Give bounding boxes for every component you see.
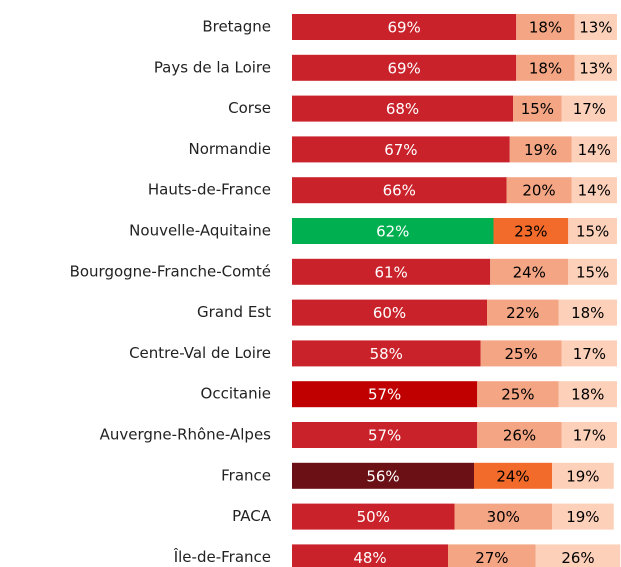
- bar-segment: [487, 299, 559, 326]
- value-label: 14%: [578, 182, 611, 200]
- bar-segment: [561, 95, 617, 122]
- bar-segment: [558, 381, 617, 408]
- category-label: Hauts-de-France: [148, 181, 271, 199]
- bar-segment: [535, 544, 621, 567]
- value-label: 15%: [576, 263, 609, 281]
- category-label: Île-de-France: [173, 547, 271, 566]
- bar-segment: [292, 503, 455, 530]
- bar-segment: [509, 136, 572, 163]
- bar-segment: [477, 381, 559, 408]
- value-label: 25%: [504, 345, 537, 363]
- value-label: 19%: [566, 467, 599, 485]
- value-label: 13%: [579, 19, 612, 37]
- value-label: 20%: [522, 182, 555, 200]
- bar-segment: [448, 544, 536, 567]
- bar-segment: [558, 299, 617, 326]
- bar-segment: [292, 95, 513, 122]
- bar-segment: [292, 258, 491, 285]
- value-label: 57%: [368, 386, 401, 404]
- value-label: 13%: [579, 59, 612, 77]
- category-label: Corse: [228, 99, 271, 117]
- bar-segment: [561, 422, 617, 448]
- bar-segment: [474, 462, 552, 489]
- value-label: 26%: [561, 549, 594, 567]
- value-label: 24%: [513, 263, 546, 281]
- value-label: 48%: [353, 549, 386, 567]
- bar-segment: [516, 54, 575, 81]
- value-label: 19%: [524, 141, 557, 159]
- category-label: Bretagne: [202, 18, 271, 36]
- bar-segment: [477, 422, 562, 448]
- bar-segment: [292, 340, 481, 367]
- bar-segment: [292, 299, 487, 326]
- value-label: 56%: [366, 467, 399, 485]
- category-label: Grand Est: [197, 303, 271, 321]
- bar-segment: [292, 218, 494, 244]
- bar-segment: [480, 340, 562, 367]
- value-label: 18%: [529, 19, 562, 37]
- value-label: 60%: [373, 304, 406, 322]
- bar-segment: [292, 422, 478, 448]
- bar-segment: [490, 258, 569, 285]
- bar-segment: [568, 218, 617, 244]
- value-label: 30%: [487, 508, 520, 526]
- value-label: 68%: [386, 100, 419, 118]
- value-label: 25%: [501, 386, 534, 404]
- category-label: Pays de la Loire: [154, 58, 271, 76]
- value-label: 61%: [374, 263, 407, 281]
- bar-segment: [561, 340, 617, 367]
- category-label: Nouvelle-Aquitaine: [129, 222, 271, 240]
- value-label: 18%: [571, 304, 604, 322]
- value-label: 17%: [573, 345, 606, 363]
- value-label: 67%: [384, 141, 417, 159]
- value-label: 17%: [573, 100, 606, 118]
- category-label: PACA: [232, 507, 272, 525]
- bar-segment: [292, 136, 510, 163]
- value-label: 23%: [514, 223, 547, 241]
- value-label: 18%: [571, 386, 604, 404]
- bar-segment: [571, 177, 617, 204]
- value-label: 62%: [376, 223, 409, 241]
- category-label: Centre-Val de Loire: [129, 344, 271, 362]
- value-label: 66%: [383, 182, 416, 200]
- bar-segment: [571, 136, 617, 163]
- category-label: Auvergne-Rhône-Alpes: [100, 426, 272, 444]
- bar-segment: [513, 95, 562, 122]
- bar-segment: [568, 258, 617, 285]
- value-label: 14%: [578, 141, 611, 159]
- category-label: Occitanie: [201, 385, 271, 403]
- bar-segment: [292, 14, 517, 40]
- bar-segment: [292, 54, 517, 81]
- bar-segment: [292, 544, 448, 567]
- bar-segment: [454, 503, 552, 530]
- value-label: 18%: [529, 59, 562, 77]
- bar-segment: [493, 218, 569, 244]
- value-label: 15%: [576, 223, 609, 241]
- value-label: 19%: [566, 508, 599, 526]
- value-label: 22%: [506, 304, 539, 322]
- category-label: Normandie: [188, 140, 271, 158]
- value-label: 15%: [521, 100, 554, 118]
- bar-segment: [574, 54, 617, 81]
- bar-segment: [574, 14, 617, 40]
- value-label: 69%: [387, 59, 420, 77]
- category-label: Bourgogne-Franche-Comté: [70, 262, 271, 280]
- bar-segment: [552, 503, 614, 530]
- value-label: 17%: [573, 427, 606, 445]
- value-label: 57%: [368, 427, 401, 445]
- bar-segment: [292, 177, 507, 204]
- bar-segment: [516, 14, 575, 40]
- value-label: 26%: [503, 427, 536, 445]
- bar-segment: [552, 462, 614, 489]
- bar-segment: [292, 381, 478, 408]
- value-label: 69%: [387, 19, 420, 37]
- value-label: 50%: [357, 508, 390, 526]
- value-label: 24%: [496, 467, 529, 485]
- category-label: France: [221, 466, 271, 484]
- value-label: 27%: [475, 549, 508, 567]
- value-label: 58%: [370, 345, 403, 363]
- bar-segment: [292, 462, 474, 489]
- bar-segment: [506, 177, 572, 204]
